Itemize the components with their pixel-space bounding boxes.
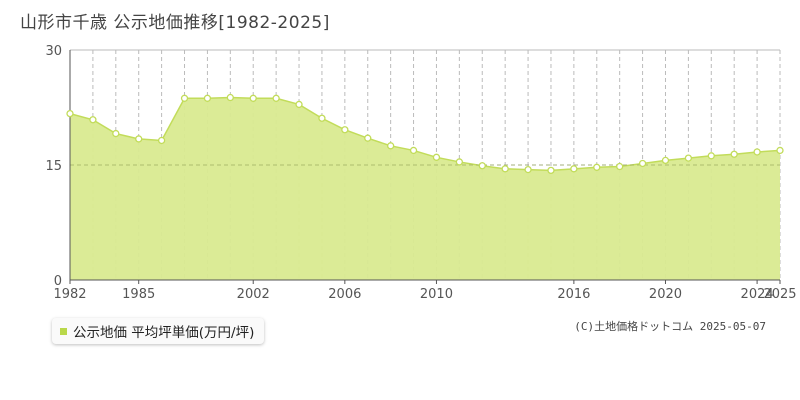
data-point (341, 126, 349, 134)
y-tick-labels: 0 15 30 (45, 44, 62, 289)
price-area (70, 97, 780, 281)
price-line (69, 96, 781, 172)
data-point (707, 152, 715, 160)
data-point (661, 156, 670, 165)
data-point (570, 165, 578, 173)
data-point (455, 158, 464, 166)
x-tick-label: 1982 (53, 287, 86, 302)
data-point (638, 159, 647, 168)
chart-title: 山形市千歳 公示地価推移[1982-2025] (20, 13, 330, 33)
data-points (66, 93, 784, 175)
data-point (135, 135, 143, 143)
data-point (616, 162, 624, 171)
legend-swatch (60, 327, 67, 335)
data-point (547, 166, 555, 175)
data-point (318, 114, 326, 122)
x-tick-label: 2020 (649, 287, 682, 302)
data-point (593, 163, 601, 171)
data-point (501, 165, 509, 173)
data-point (364, 134, 372, 142)
data-point (295, 100, 303, 109)
y-tick-label: 30 (45, 44, 62, 59)
x-tick-label: 2016 (557, 287, 590, 302)
data-point (386, 142, 395, 150)
data-point (478, 162, 486, 170)
data-point (66, 109, 74, 118)
data-point (112, 129, 120, 138)
data-point (432, 153, 441, 161)
x-tick-label: 2006 (328, 287, 361, 302)
data-point (157, 136, 166, 145)
x-tick-label: 2025 (763, 287, 796, 302)
axes (69, 50, 780, 281)
data-point (524, 165, 532, 174)
data-point (753, 148, 761, 156)
x-tick-label: 2024 (741, 287, 774, 302)
data-point (409, 146, 418, 155)
data-point (272, 94, 280, 102)
y-tick-label: 15 (45, 159, 62, 174)
x-tick-label: 2010 (420, 287, 453, 302)
data-point (226, 93, 234, 102)
x-tick-label: 1985 (122, 287, 155, 302)
data-point (203, 94, 212, 102)
data-point (730, 150, 738, 158)
data-point (89, 116, 97, 124)
data-point (180, 94, 189, 102)
data-point (776, 146, 784, 155)
legend-label: 公示地価 平均坪単価(万円/坪) (73, 325, 255, 341)
x-tick-label: 2002 (237, 287, 270, 302)
legend: 公示地価 平均坪単価(万円/坪) (52, 318, 265, 344)
data-point (249, 94, 257, 102)
data-point (684, 154, 693, 162)
y-tick-label: 0 (54, 274, 62, 289)
copyright-text: (C)土地価格ドットコム 2025-05-07 (574, 320, 766, 333)
